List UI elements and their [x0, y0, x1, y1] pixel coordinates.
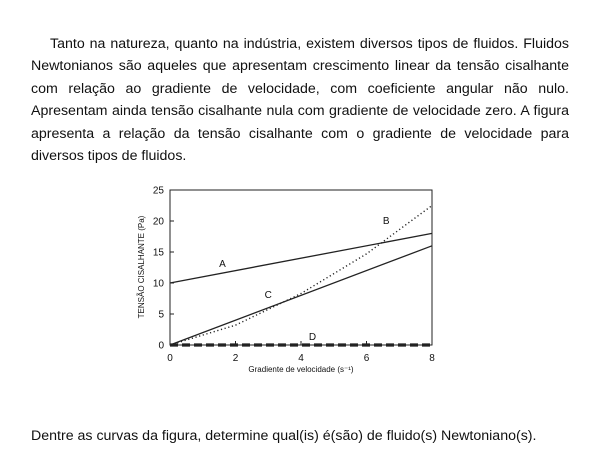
y-tick-label: 25: [153, 186, 165, 197]
y-tick-label: 0: [158, 341, 164, 352]
y-tick-label: 10: [153, 279, 165, 290]
series-a-line: [169, 232, 433, 284]
series-c-label: C: [265, 290, 272, 301]
x-axis-label: Gradiente de velocidade (s⁻¹): [248, 365, 354, 374]
series-a-label: A: [219, 259, 226, 270]
x-tick-label: 2: [233, 353, 239, 364]
series-c-line: [169, 245, 433, 346]
x-tick-label: 8: [429, 353, 435, 364]
x-tick-label: 6: [364, 353, 370, 364]
y-axis-label: TENSÃO CISALHANTE (Pa): [137, 215, 146, 318]
x-tick-label: 4: [298, 353, 304, 364]
intro-paragraph: Tanto na natureza, quanto na indústria, …: [31, 36, 569, 165]
plot-frame: [169, 189, 433, 346]
series-b-line: [169, 204, 433, 346]
x-tick-label: 0: [167, 353, 173, 364]
y-axis-ticks: 0 5 10 15 20 25: [153, 186, 174, 352]
series-b-label: B: [383, 216, 390, 227]
series-labels: A B C D: [219, 216, 390, 343]
series-d-label: D: [309, 332, 316, 343]
y-tick-label: 15: [153, 248, 165, 259]
chart-series: [169, 204, 433, 347]
y-tick-label: 5: [158, 310, 164, 321]
y-tick-label: 20: [153, 217, 165, 228]
shear-stress-chart: 0 5 10 15 20 25 0 2 4 6 8 A B C D Gradiente de veloc…: [137, 186, 435, 375]
question-text: Dentre as curvas da figura, determine qu…: [31, 428, 537, 444]
